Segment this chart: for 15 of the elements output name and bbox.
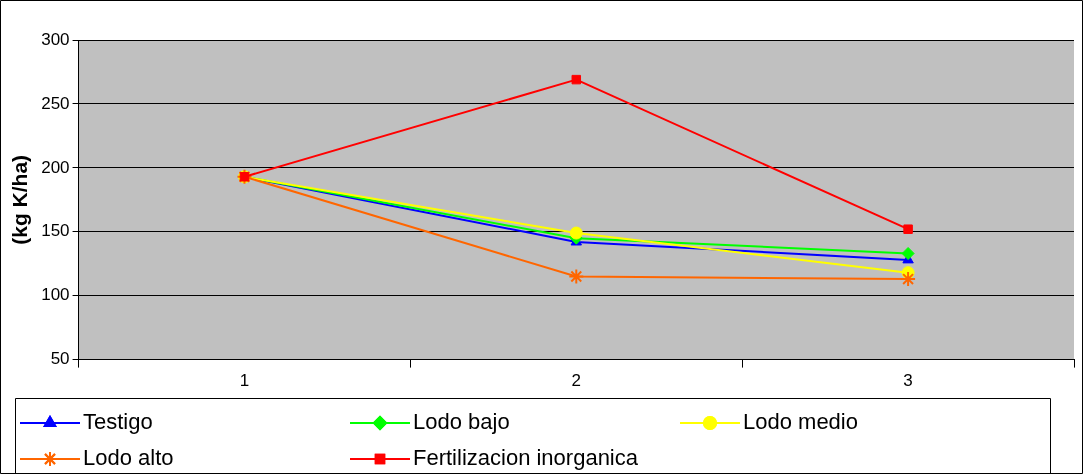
legend-label: Testigo [83, 409, 153, 435]
y-tick-label: 250 [41, 93, 70, 113]
y-tick-label: 300 [41, 29, 70, 49]
y-tick-label: 50 [50, 349, 70, 369]
y-axis-title: (kg K/ha) [8, 154, 32, 245]
legend-label: Lodo bajo [413, 409, 510, 435]
legend-label: Lodo medio [743, 409, 858, 435]
x-tick-label: 1 [239, 371, 250, 391]
x-tick-label: 3 [903, 371, 913, 391]
legend-label: Lodo alto [83, 445, 174, 471]
y-tick-label: 100 [41, 285, 70, 305]
x-tick-label: 2 [571, 371, 582, 391]
y-tick-label: 200 [41, 157, 70, 177]
legend-label: Fertilizacion inorganica [413, 445, 639, 471]
y-tick-label: 150 [41, 221, 70, 241]
